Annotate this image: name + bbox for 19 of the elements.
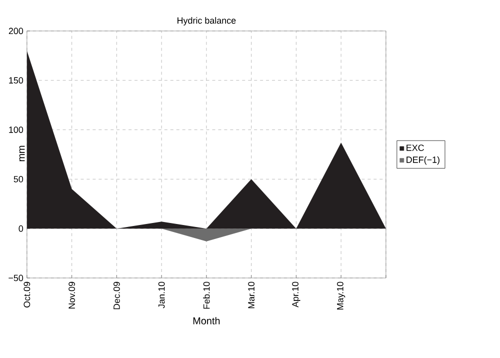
y-tick-label: −50 [8, 274, 24, 282]
y-axis-title: mm [19, 146, 25, 162]
x-tick-label: Nov.09 [68, 282, 75, 308]
x-tick-label: May.10 [336, 282, 346, 310]
x-tick-label: Feb.10 [203, 282, 210, 309]
y-tick-label: 150 [9, 77, 24, 84]
y-tick-label: 0 [18, 225, 24, 232]
x-axis-title: Month [193, 317, 220, 324]
chart-title: Hydric balance [178, 17, 236, 26]
x-tick-label: Jan.10 [158, 282, 165, 308]
legend-label: EXC [406, 144, 424, 151]
y-tick-label: 50 [14, 176, 24, 182]
y-tick-label: 200 [8, 28, 24, 34]
y-tick-label: 100 [9, 126, 24, 133]
legend-label: DEF(−1) [406, 156, 440, 165]
x-tick-label: Mar.10 [248, 282, 254, 308]
x-tick-label: Dec.09 [114, 282, 120, 310]
x-tick-label: Oct.09 [24, 282, 30, 308]
x-tick-label: Apr.10 [292, 282, 300, 308]
